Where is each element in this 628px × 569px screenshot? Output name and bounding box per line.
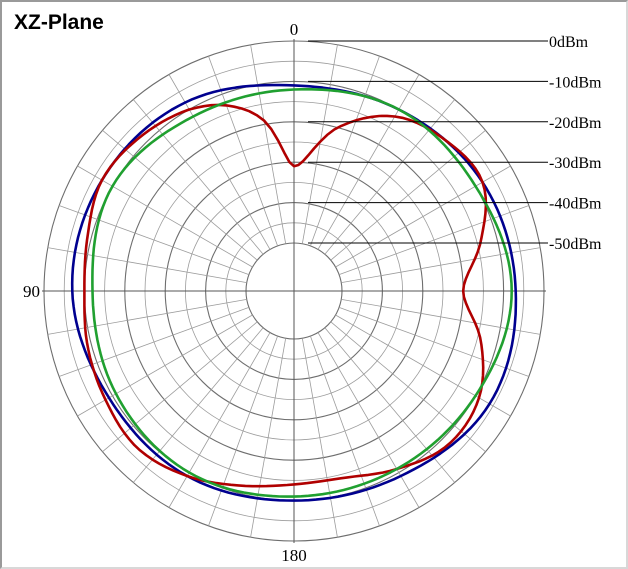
grid-spoke xyxy=(102,129,258,261)
grid-spoke xyxy=(335,314,511,417)
grid-spoke xyxy=(310,335,380,527)
grid-spoke xyxy=(330,129,486,261)
angle-label: 0 xyxy=(290,20,299,39)
ring-label: -10dBm xyxy=(549,74,602,91)
series-line-3 xyxy=(91,87,513,498)
ring-label: -50dBm xyxy=(549,236,602,253)
grid-spoke xyxy=(250,338,287,538)
grid-spoke xyxy=(102,321,258,453)
series-layer xyxy=(70,83,518,502)
polar-grid xyxy=(42,39,546,543)
grid-spoke xyxy=(168,332,271,508)
grid-spoke xyxy=(208,55,278,247)
grid-spoke xyxy=(324,99,456,255)
label-layer: 0dBm -10dBm -20dBm -30dBm -40dBm -50dBm 0 90 180 xyxy=(23,20,602,565)
grid-spoke xyxy=(310,55,380,247)
grid-spoke xyxy=(338,205,530,275)
angle-label: 180 xyxy=(281,546,307,565)
ring-label: -40dBm xyxy=(549,196,602,213)
ring-label: -20dBm xyxy=(549,115,602,132)
grid-spoke xyxy=(47,247,247,284)
grid-spoke xyxy=(338,307,530,377)
grid-spoke xyxy=(208,335,278,527)
grid-spoke xyxy=(132,327,264,483)
grid-spoke xyxy=(250,44,287,244)
ring-label: 0dBm xyxy=(549,34,589,51)
ring-label: -30dBm xyxy=(549,155,602,172)
grid-spoke xyxy=(301,44,338,244)
grid-spoke xyxy=(168,74,271,250)
chart-title: XZ-Plane xyxy=(14,13,104,31)
series-line-2 xyxy=(83,103,488,488)
grid-spoke xyxy=(77,165,253,268)
grid-spoke xyxy=(330,321,486,453)
grid-spoke xyxy=(301,338,338,538)
grid-spoke xyxy=(47,298,247,335)
grid-spoke xyxy=(317,332,420,508)
grid-spoke xyxy=(324,327,456,483)
grid-spoke xyxy=(77,314,253,417)
angle-label: 90 xyxy=(23,282,40,301)
